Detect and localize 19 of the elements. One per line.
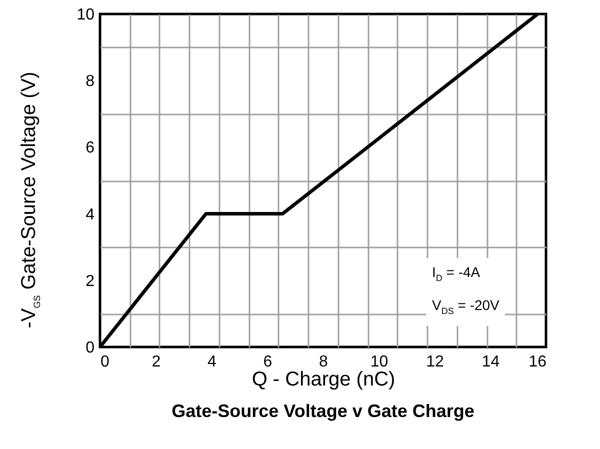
annotation: I$_{D}$ = -4A <box>432 263 482 285</box>
y-tick-label: 8 <box>86 73 95 90</box>
x-tick-label: 10 <box>370 354 388 370</box>
y-tick-label: 6 <box>86 140 95 157</box>
x-axis-title: Q - Charge (nC) <box>252 368 396 390</box>
x-tick-label: 8 <box>319 354 328 370</box>
x-tick-label: 0 <box>100 354 110 370</box>
annotation: V$_{DS}$ = -20V <box>432 296 500 318</box>
y-tick-label: 0 <box>86 340 95 356</box>
x-tick-label: 6 <box>263 354 272 370</box>
y-tick-label: 4 <box>86 206 95 224</box>
text: Gate-Source Voltage v Gate Charge <box>172 401 474 421</box>
x-tick-label: 12 <box>426 354 444 370</box>
y-tick-label: 10 <box>76 6 95 24</box>
y-tick-label: 2 <box>86 272 95 290</box>
x-tick-label: 14 <box>482 354 500 370</box>
x-tick-label: 4 <box>208 354 217 370</box>
x-tick-label: 16 <box>528 354 547 370</box>
x-tick-label: 2 <box>152 354 161 370</box>
